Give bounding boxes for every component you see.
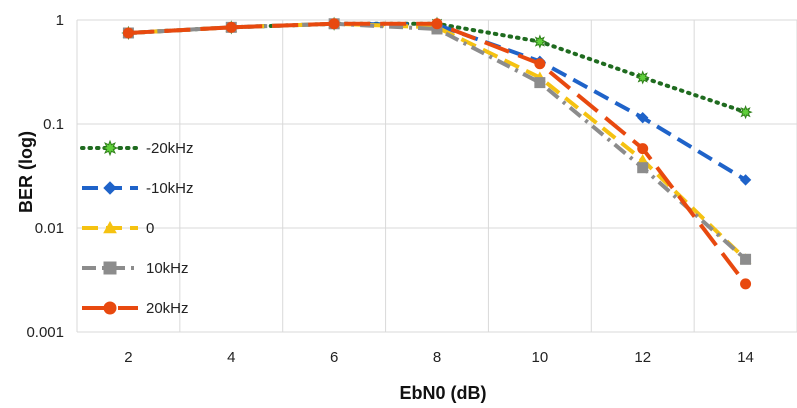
legend-label: -10kHz: [146, 180, 194, 197]
legend-label: -20kHz: [146, 140, 194, 157]
legend-entry: -10kHz: [82, 180, 194, 197]
series-line: [128, 21, 747, 261]
x-tick-label: 10: [532, 349, 549, 366]
y-tick-label: 0.01: [35, 220, 64, 237]
legend-marker: [101, 139, 119, 157]
grid-lines: [76, 19, 797, 333]
data-point-marker: [637, 143, 649, 155]
legend-entry: 10kHz: [82, 260, 189, 277]
data-point-marker: [637, 111, 649, 124]
legend: -20kHz -10kHz 0 10kHz 20kHz: [80, 139, 194, 317]
y-axis-title: BER (log): [16, 131, 36, 213]
y-axis-ticks: 1 0.1 0.01 0.001: [26, 12, 64, 341]
series-line: [128, 21, 747, 261]
legend-marker: [103, 220, 117, 234]
legend-marker: [103, 181, 117, 195]
data-point-marker: [225, 21, 237, 33]
series-20khz: [122, 18, 752, 290]
legend-label: 0: [146, 220, 154, 237]
data-point-marker: [534, 58, 546, 70]
data-point-marker: [122, 27, 134, 39]
series-0: [122, 17, 752, 264]
series-line: [126, 21, 748, 115]
series--10khz: [122, 18, 752, 186]
data-point-marker: [431, 18, 443, 30]
data-point-marker: [532, 34, 547, 49]
x-tick-label: 4: [227, 349, 235, 366]
x-tick-label: 8: [433, 349, 441, 366]
x-tick-label: 14: [737, 349, 754, 366]
series-layer: [121, 16, 753, 290]
series-line: [128, 21, 747, 182]
series-line: [128, 21, 748, 286]
x-tick-label: 12: [634, 349, 651, 366]
x-axis-ticks: 2 4 6 8 10 12 14: [124, 349, 754, 366]
legend-label: 10kHz: [146, 260, 189, 277]
legend-marker: [103, 301, 117, 315]
legend-entry: 20kHz: [82, 300, 189, 317]
y-tick-label: 0.1: [43, 116, 64, 133]
y-tick-label: 0.001: [26, 324, 64, 341]
data-point-marker: [740, 253, 752, 265]
x-axis-title: EbN0 (dB): [400, 383, 487, 403]
data-point-marker: [739, 174, 752, 186]
series-10khz: [122, 18, 752, 265]
x-tick-label: 6: [330, 349, 338, 366]
data-point-marker: [738, 105, 753, 120]
x-tick-label: 2: [124, 349, 132, 366]
legend-label: 20kHz: [146, 300, 189, 317]
legend-marker: [103, 261, 117, 275]
data-point-marker: [637, 162, 649, 174]
data-point-marker: [635, 70, 650, 85]
data-point-marker: [328, 18, 340, 30]
legend-entry: 0: [82, 220, 154, 237]
data-point-marker: [534, 77, 546, 89]
y-tick-label: 1: [56, 12, 64, 29]
legend-entry: -20kHz: [80, 139, 194, 157]
data-point-marker: [740, 278, 752, 290]
